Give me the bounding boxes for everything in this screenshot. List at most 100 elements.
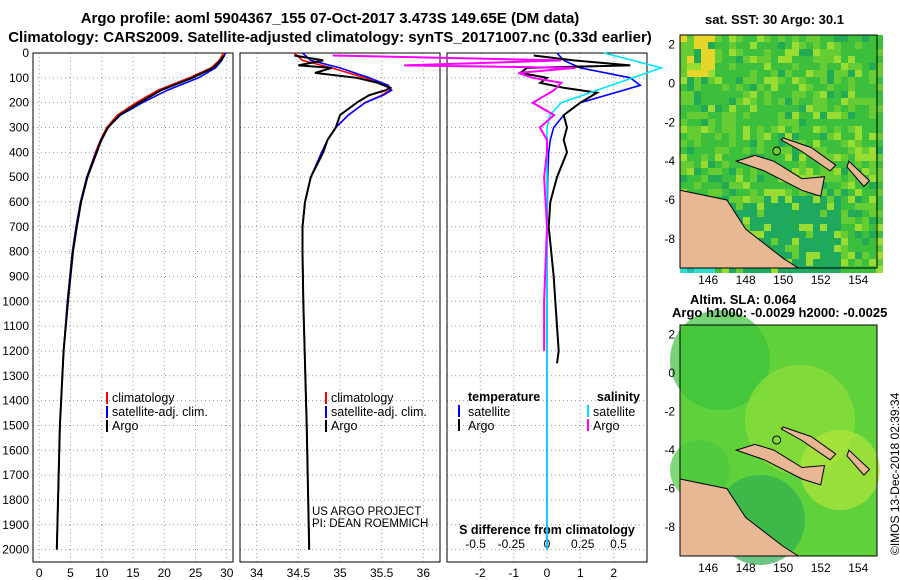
sst-cell (785, 56, 792, 63)
sst-cell (806, 238, 813, 245)
sst-cell (869, 182, 876, 189)
x-tick-label: 20 (158, 566, 172, 580)
sst-cell (806, 56, 813, 63)
sst-cell (701, 119, 708, 126)
sst-cell (862, 224, 869, 231)
sst-cell (841, 259, 848, 266)
sst-cell (792, 42, 799, 49)
sst-cell (841, 161, 848, 168)
sst-cell (694, 63, 701, 70)
sst-cell (841, 238, 848, 245)
sst-cell (729, 63, 736, 70)
sst-cell (680, 91, 687, 98)
y-tick-label: 400 (9, 145, 29, 159)
sst-cell (680, 161, 687, 168)
project-annotation: US ARGO PROJECT (312, 506, 421, 518)
sst-cell (876, 196, 883, 203)
sst-cell (876, 126, 883, 133)
sst-cell (729, 42, 736, 49)
sst-cell (820, 210, 827, 217)
sst-cell (736, 112, 743, 119)
sst-cell (764, 35, 771, 42)
sst-cell (701, 56, 708, 63)
sst-cell (750, 175, 757, 182)
sst-cell (862, 119, 869, 126)
sst-cell (813, 119, 820, 126)
sst-cell (764, 42, 771, 49)
sst-cell (792, 63, 799, 70)
sst-cell (750, 266, 757, 273)
sst-cell (827, 126, 834, 133)
sst-cell (792, 231, 799, 238)
sst-cell (743, 210, 750, 217)
sst-cell (687, 140, 694, 147)
series-s-argo (332, 54, 576, 351)
sst-cell (722, 91, 729, 98)
sst-cell (855, 238, 862, 245)
sst-cell (806, 140, 813, 147)
map-x-tick-label: 146 (698, 561, 718, 575)
sst-cell (729, 140, 736, 147)
sst-cell (869, 266, 876, 273)
sst-cell (757, 70, 764, 77)
sst-cell (687, 161, 694, 168)
sst-cell (722, 168, 729, 175)
sst-cell (778, 196, 785, 203)
series-t-argo (517, 54, 631, 364)
sst-cell (701, 49, 708, 56)
sst-cell (862, 147, 869, 154)
sst-cell (757, 35, 764, 42)
sst-cell (729, 133, 736, 140)
sst-cell (778, 126, 785, 133)
sst-cell (736, 210, 743, 217)
sst-cell (757, 42, 764, 49)
map-x-tick-label: 152 (811, 561, 831, 575)
sst-cell (806, 91, 813, 98)
sst-cell (848, 70, 855, 77)
sst-cell (778, 91, 785, 98)
sst-cell (876, 119, 883, 126)
sst-cell (869, 84, 876, 91)
sst-cell (785, 119, 792, 126)
sst-cell (862, 133, 869, 140)
sst-cell (694, 56, 701, 63)
sst-cell (841, 91, 848, 98)
y-tick-label: 1700 (2, 468, 29, 482)
sst-cell (834, 77, 841, 84)
sst-cell (680, 133, 687, 140)
sst-cell (694, 154, 701, 161)
sst-cell (855, 77, 862, 84)
sst-cell (855, 182, 862, 189)
sst-cell (708, 56, 715, 63)
sst-cell (869, 105, 876, 112)
sst-cell (694, 49, 701, 56)
sst-cell (862, 217, 869, 224)
map-x-tick-label: 148 (736, 561, 756, 575)
sst-cell (869, 154, 876, 161)
s-tick-label: -0.25 (498, 537, 526, 551)
sst-cell (827, 70, 834, 77)
sst-cell (722, 105, 729, 112)
sst-cell (792, 196, 799, 203)
sst-cell (876, 98, 883, 105)
sst-cell (820, 245, 827, 252)
sst-cell (792, 105, 799, 112)
sst-cell (855, 70, 862, 77)
sst-cell (743, 140, 750, 147)
sst-cell (715, 133, 722, 140)
sst-cell (764, 126, 771, 133)
sst-cell (743, 133, 750, 140)
y-tick-label: 500 (9, 170, 29, 184)
sst-cell (715, 189, 722, 196)
sst-cell (799, 154, 806, 161)
sst-cell (834, 168, 841, 175)
sst-cell (694, 84, 701, 91)
y-tick-label: 800 (9, 245, 29, 259)
sst-cell (722, 189, 729, 196)
sst-cell (855, 161, 862, 168)
sst-cell (813, 196, 820, 203)
sst-cell (855, 147, 862, 154)
sst-cell (715, 154, 722, 161)
sst-cell (806, 245, 813, 252)
sst-cell (736, 182, 743, 189)
